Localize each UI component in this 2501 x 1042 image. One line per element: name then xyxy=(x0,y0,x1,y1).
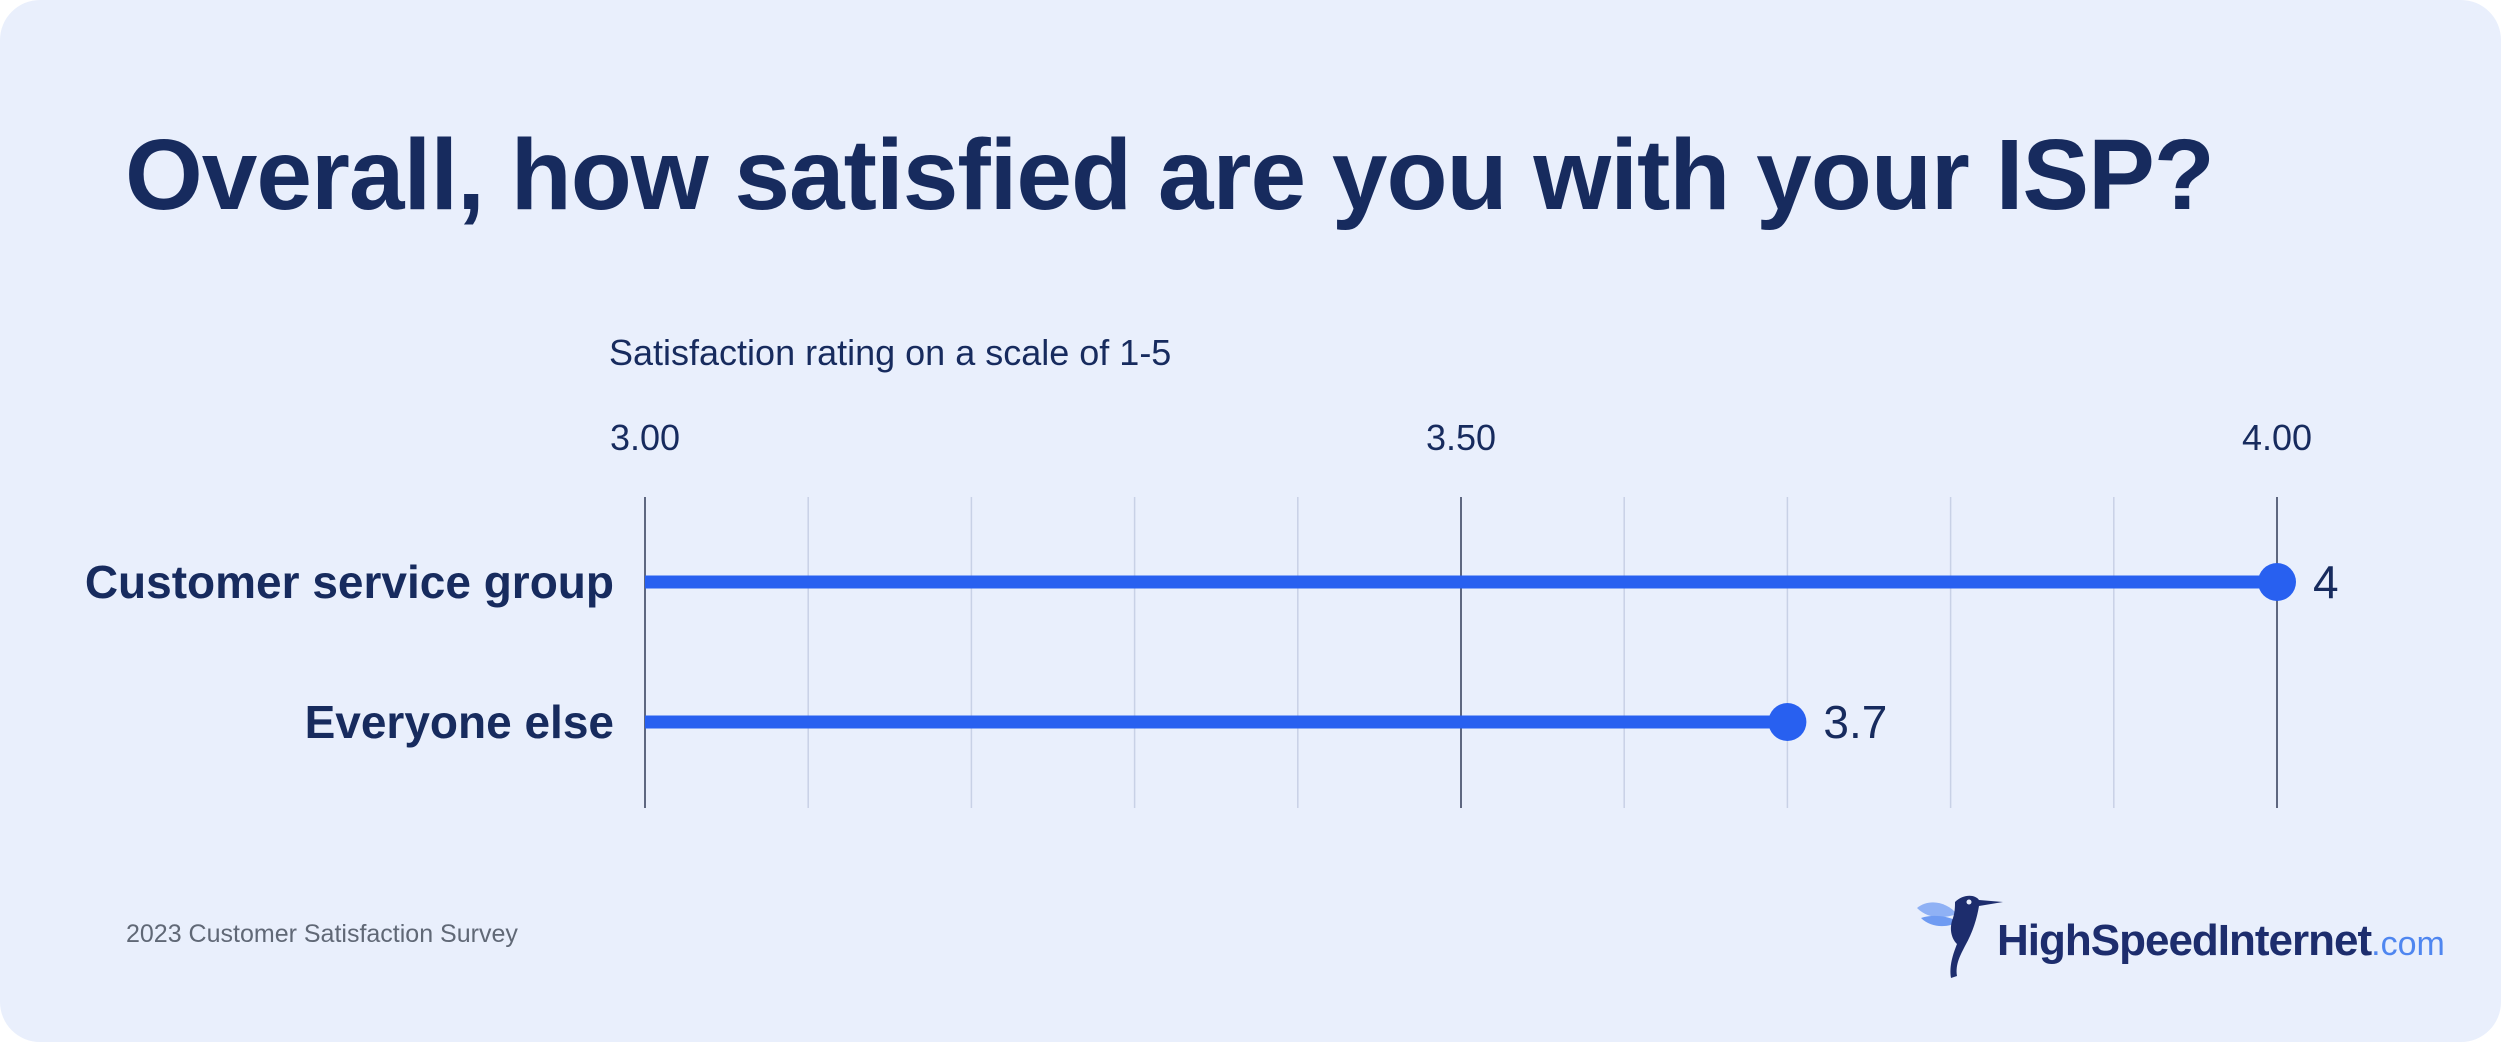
logo-main-text: HighSpeedInternet xyxy=(1997,916,2372,965)
logo-wordmark: HighSpeedInternet.com xyxy=(1997,916,2445,966)
category-label: Everyone else xyxy=(305,696,614,748)
category-label: Customer service group xyxy=(85,556,614,608)
x-tick-label: 3.00 xyxy=(610,417,680,458)
data-point xyxy=(2258,563,2296,601)
site-logo[interactable]: HighSpeedInternet.com xyxy=(1915,888,2455,988)
data-point xyxy=(1768,703,1807,741)
data-label: 4 xyxy=(2313,556,2339,608)
satisfaction-chart: Satisfaction rating on a scale of 1-5 3.0… xyxy=(85,332,2339,808)
source-footnote: 2023 Customer Satisfaction Survey xyxy=(126,920,518,948)
hummingbird-icon xyxy=(1917,895,2003,978)
logo-suffix-text: .com xyxy=(2371,925,2445,963)
page-title: Overall, how satisfied are you with your… xyxy=(125,119,2215,231)
x-tick-label: 4.00 xyxy=(2242,417,2312,458)
x-tick-label: 3.50 xyxy=(1426,417,1496,458)
axis-title: Satisfaction rating on a scale of 1-5 xyxy=(609,332,1171,373)
data-label: 3.7 xyxy=(1823,696,1887,748)
